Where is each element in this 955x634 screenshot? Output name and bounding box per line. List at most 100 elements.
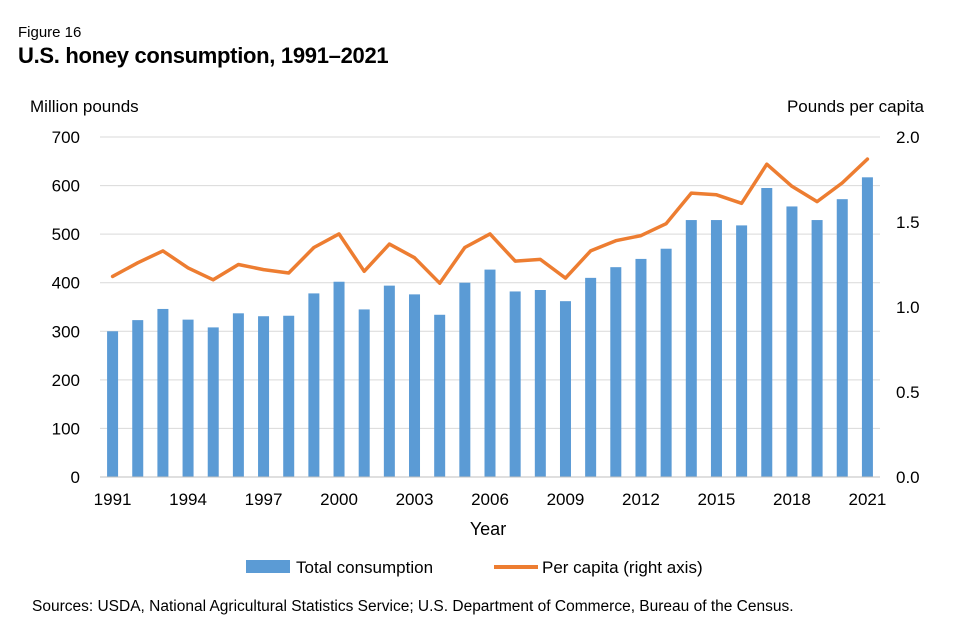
x-tick-label: 2009	[547, 490, 585, 509]
left-tick-label: 400	[52, 274, 80, 293]
point-1998	[287, 271, 291, 275]
x-tick-label: 1997	[245, 490, 283, 509]
point-1994	[186, 266, 190, 270]
right-tick-label: 1.0	[896, 298, 920, 317]
bar-1998	[283, 315, 295, 477]
point-2006	[488, 232, 492, 236]
x-axis-ticks: 1991 1994 1997 2000 2003 2006 2009 2012 2015 2018…	[94, 476, 887, 509]
bar-1991	[107, 331, 119, 477]
point-1999	[312, 246, 316, 249]
bar-2011	[610, 267, 622, 477]
bar-2006	[484, 269, 496, 477]
x-tick-label: 2021	[849, 490, 887, 509]
per-capita-line	[110, 157, 870, 285]
bar-2001	[358, 309, 370, 477]
point-2011	[614, 239, 618, 243]
bar-2013	[660, 248, 672, 477]
point-2017	[765, 162, 769, 166]
x-tick-label: 2018	[773, 490, 811, 509]
point-1997	[262, 268, 266, 272]
left-tick-label: 600	[52, 177, 80, 196]
bar-2018	[786, 206, 798, 477]
left-tick-label: 700	[52, 128, 80, 147]
left-axis-label: Million pounds	[30, 97, 139, 116]
right-axis-ticks: 0.0 0.5 1.0 1.5 2.0	[896, 128, 920, 487]
bar-2012	[635, 258, 647, 477]
point-2012	[639, 234, 643, 238]
left-tick-label: 100	[52, 419, 80, 438]
right-tick-label: 1.5	[896, 213, 920, 232]
left-tick-label: 500	[52, 225, 80, 244]
bar-2019	[811, 220, 823, 478]
point-1995	[211, 278, 215, 282]
bar-2021	[861, 177, 873, 478]
bar-2005	[459, 282, 471, 477]
bar-2015	[710, 220, 722, 478]
source-note: Sources: USDA, National Agricultural Sta…	[32, 598, 794, 615]
bar-2008	[534, 290, 546, 477]
bar-2017	[761, 188, 773, 477]
bar-2020	[836, 199, 848, 477]
x-tick-label: 2000	[320, 490, 358, 509]
point-2008	[538, 257, 542, 261]
bar-2007	[509, 291, 521, 477]
x-tick-label: 2012	[622, 490, 660, 509]
bar-1992	[132, 320, 144, 477]
bar-1996	[232, 313, 244, 477]
bar-2000	[333, 281, 345, 477]
legend-swatch-bar	[246, 560, 290, 573]
x-tick-label: 1994	[169, 490, 207, 509]
point-2004	[438, 281, 442, 285]
point-1996	[236, 263, 240, 266]
left-axis-ticks: 0 100 200 300 400 500 600 700	[52, 128, 80, 487]
point-2014	[689, 191, 693, 195]
bar-1994	[182, 319, 194, 477]
x-tick-label: 2003	[396, 490, 434, 509]
point-2002	[387, 242, 391, 246]
right-axis-label: Pounds per capita	[787, 97, 925, 116]
x-tick-label: 2015	[698, 490, 736, 509]
legend-label-per-capita: Per capita (right axis)	[542, 558, 703, 577]
point-2003	[413, 256, 417, 260]
point-2015	[714, 193, 718, 197]
bar-2009	[559, 301, 571, 477]
right-tick-label: 0.5	[896, 383, 920, 402]
point-2001	[362, 269, 366, 273]
x-tick-label: 1991	[94, 490, 132, 509]
point-1991	[111, 274, 115, 278]
chart-title: U.S. honey consumption, 1991–2021	[18, 43, 389, 68]
left-tick-label: 0	[71, 468, 80, 487]
point-2005	[463, 246, 467, 249]
point-1993	[161, 249, 165, 253]
bar-1997	[258, 316, 270, 477]
bar-2004	[434, 314, 446, 477]
left-tick-label: 300	[52, 322, 80, 341]
point-2000	[337, 232, 341, 236]
point-2021	[865, 157, 869, 161]
right-tick-label: 2.0	[896, 128, 920, 147]
right-tick-label: 0.0	[896, 468, 920, 487]
x-axis-label: Year	[470, 519, 506, 539]
point-1992	[136, 261, 140, 265]
bar-1993	[157, 308, 169, 477]
point-2009	[563, 276, 567, 280]
bar-1999	[308, 293, 320, 477]
legend: Total consumption Per capita (right axis…	[246, 558, 703, 577]
bar-2003	[409, 294, 421, 477]
point-2010	[589, 249, 593, 253]
line-series	[110, 157, 870, 285]
legend-label-total: Total consumption	[296, 558, 433, 577]
bar-1995	[207, 327, 219, 477]
x-tick-label: 2006	[471, 490, 509, 509]
bar-2010	[585, 277, 597, 477]
bar-2016	[736, 225, 748, 477]
bar-series	[107, 177, 873, 478]
point-2016	[740, 201, 744, 205]
point-2019	[815, 200, 819, 204]
point-2020	[840, 181, 844, 185]
bar-2014	[685, 220, 697, 478]
left-tick-label: 200	[52, 371, 80, 390]
point-2013	[664, 222, 668, 226]
point-2018	[790, 184, 794, 188]
